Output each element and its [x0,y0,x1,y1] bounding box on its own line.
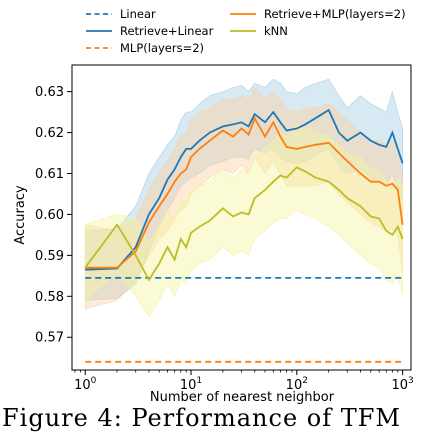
retrieve-linear-legend-label: Retrieve+Linear [120,24,214,38]
y-tick-label: 0.58 [35,290,64,305]
y-tick-label: 0.62 [35,126,64,141]
y-tick-label: 0.57 [35,331,64,346]
figure-caption: Figure 4: Performance of TFM [2,404,401,432]
y-tick-label: 0.59 [35,249,64,264]
knn-legend-label: kNN [264,24,288,38]
y-tick-label: 0.61 [35,167,64,182]
retrieve-linear-line [85,108,404,271]
retrieve-mlp-layers-2-line [85,116,404,269]
retrieve-mlp-layers-2-legend-label: Retrieve+MLP(layers=2) [264,7,406,21]
y-tick-label: 0.60 [35,208,64,223]
x-tick-label: 103 [391,376,413,393]
knn-band [84,124,403,318]
accuracy-chart: 100 101 102 103 0.570.580.590.600.610.620.6… [13,7,414,404]
linear-legend-label: Linear [120,7,156,21]
knn-line [84,166,404,282]
x-tick-label: 100 [74,376,97,393]
y-axis-ticks: 0.57 0.58 0.59 0.60 0.61 0.62 0.63 [35,85,72,346]
series-lines [84,108,404,363]
y-tick-label: 0.63 [35,85,64,100]
legend: Linear Retrieve+Linear MLP(layers=2) Retrie… [86,7,406,55]
y-axis-label: Accuracy [13,185,28,245]
confidence-bands [84,78,403,318]
x-axis-label: Number of nearest neighbor [150,390,335,404]
mlp-layers-2-legend-label: MLP(layers=2) [120,41,204,55]
